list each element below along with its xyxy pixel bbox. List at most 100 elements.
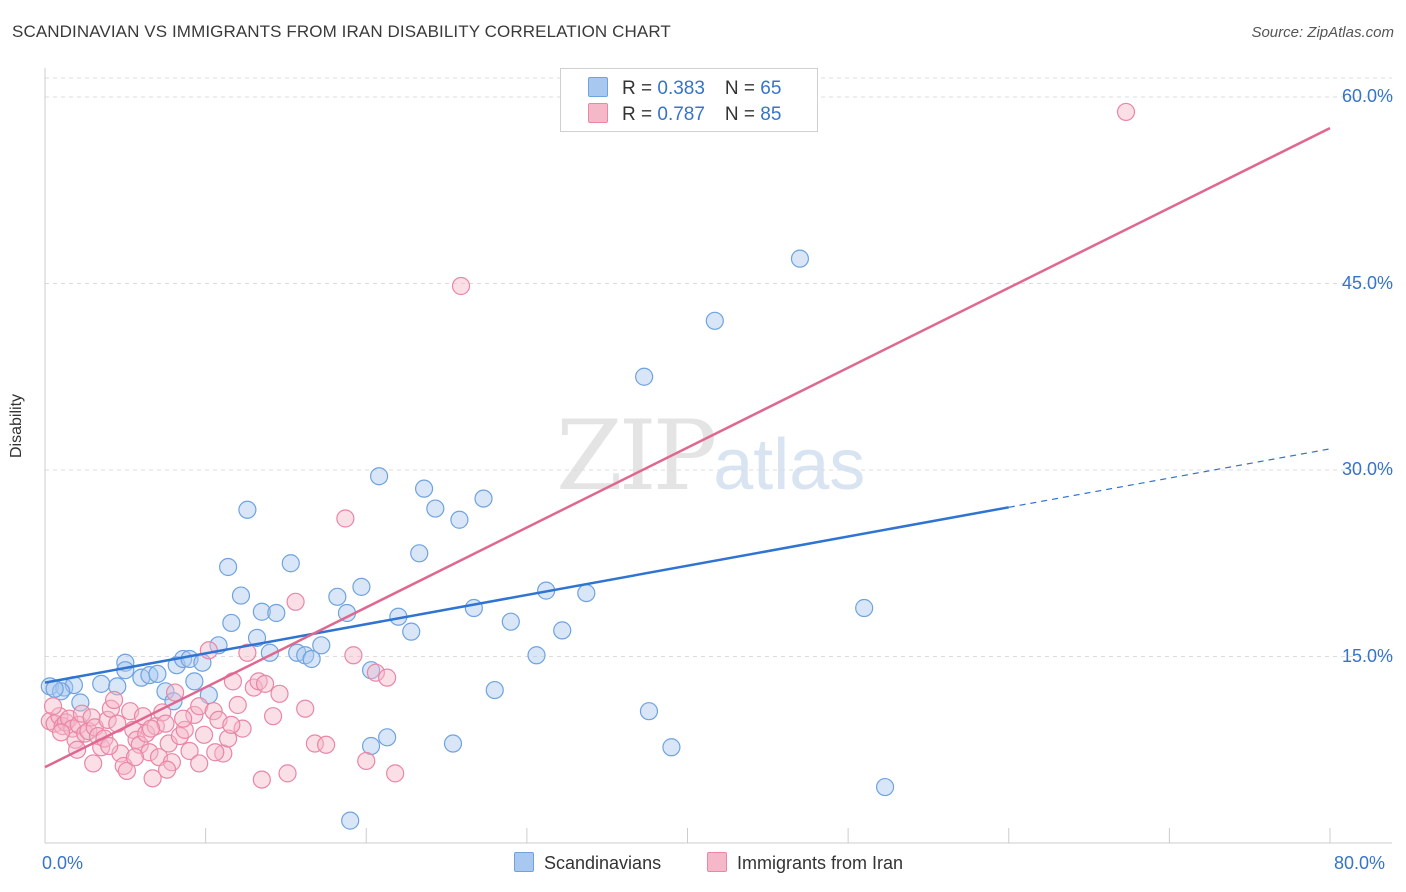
point-scandinavians [185, 672, 204, 691]
y-tick-label: 45.0% [1341, 272, 1393, 293]
point-iran [84, 754, 103, 773]
point-scandinavians [238, 500, 257, 519]
point-iran [100, 736, 119, 756]
legend-r-value: 0.383 [657, 78, 705, 99]
point-iran [357, 751, 376, 771]
point-scandinavians [450, 510, 469, 529]
point-scandinavians [312, 636, 331, 655]
y-tick-label: 15.0% [1341, 645, 1393, 666]
point-iran [378, 668, 397, 687]
point-iran [157, 760, 177, 779]
point-scandinavians [252, 602, 271, 621]
point-iran [263, 707, 283, 726]
point-scandinavians [219, 557, 238, 577]
point-iran [204, 702, 223, 721]
legend-row-scandinavians: R = 0.383 N = 65 [588, 77, 781, 101]
point-scandinavians [875, 777, 895, 797]
point-iran [366, 663, 385, 682]
point-iran [316, 735, 336, 754]
point-scandinavians [352, 577, 371, 596]
point-iran [199, 641, 218, 660]
point-scandinavians [577, 583, 596, 603]
point-scandinavians [855, 598, 874, 618]
point-scandinavians [426, 499, 445, 518]
point-scandinavians [281, 554, 300, 573]
point-iran [296, 699, 315, 718]
trend-lines [44, 126, 1331, 769]
point-iran [51, 723, 71, 742]
point-iran [117, 761, 137, 780]
bottom-legend-label: Scandinavians [544, 853, 662, 873]
legend-row-iran: R = 0.787 N = 85 [588, 103, 781, 127]
point-scandinavians [361, 661, 381, 680]
legend-r-label: R = [622, 78, 658, 99]
point-scandinavians [267, 603, 286, 623]
legend-n-value: 85 [760, 104, 782, 125]
legend: R = 0.383 N = 65 R = 0.787 N = 85 [560, 68, 818, 132]
point-iran [451, 276, 471, 296]
point-iran [98, 710, 117, 730]
point-scandinavians [378, 728, 397, 747]
series-iran-points [40, 102, 1136, 789]
point-scandinavians [410, 544, 429, 563]
point-iran [228, 695, 247, 715]
bottom-legend-scandinavians: Scandinavians [514, 852, 661, 874]
legend-swatch-scandinavians [588, 77, 608, 97]
bottom-legend-swatch-iran [707, 852, 727, 872]
watermark-atlas: atlas [713, 425, 866, 505]
trend-line-iran [44, 126, 1331, 769]
point-scandinavians [443, 734, 463, 753]
bottom-legend-iran: Immigrants from Iran [707, 852, 903, 874]
y-axis-title: Disability [8, 393, 25, 458]
bottom-legend-swatch-scandinavians [514, 852, 534, 872]
point-iran [206, 743, 225, 762]
point-iran [255, 674, 275, 693]
point-iran [190, 754, 209, 773]
point-iran [156, 714, 175, 733]
point-scandinavians [231, 586, 251, 605]
point-scandinavians [639, 702, 659, 721]
point-scandinavians [92, 674, 111, 693]
y-tick-label: 60.0% [1341, 86, 1393, 106]
point-scandinavians [302, 649, 321, 669]
point-iran [104, 690, 124, 710]
watermark: ZIPatlas [556, 400, 865, 512]
point-scandinavians [222, 613, 241, 633]
point-iran [180, 741, 199, 761]
point-iran [336, 509, 355, 528]
point-iran [270, 684, 289, 703]
legend-r-value: 0.787 [657, 104, 705, 125]
point-iran [170, 726, 190, 746]
point-iran [278, 764, 297, 783]
legend-n-value: 65 [760, 78, 782, 99]
point-iran [344, 646, 363, 665]
point-scandinavians [527, 646, 546, 665]
point-scandinavians [790, 249, 810, 268]
point-iran [125, 748, 145, 767]
point-iran [43, 697, 63, 716]
trend-line-scandinavians [44, 506, 1009, 684]
point-scandinavians [328, 587, 347, 606]
point-iran [143, 769, 162, 788]
point-scandinavians [464, 598, 483, 618]
point-iran [190, 697, 209, 716]
point-scandinavians [402, 622, 421, 641]
legend-r-label: R = [622, 104, 658, 125]
point-iran [386, 764, 405, 783]
point-iran [72, 704, 92, 723]
point-scandinavians [485, 680, 504, 700]
point-iran [286, 592, 305, 611]
point-iran [219, 729, 238, 748]
point-scandinavians [501, 612, 520, 631]
point-iran [174, 709, 193, 728]
point-iran [68, 740, 87, 759]
y-tick-label: 30.0% [1341, 459, 1393, 479]
x-tick-label-min: 0.0% [42, 853, 84, 873]
point-iran [238, 643, 257, 662]
source-label: Source: ZipAtlas.com [1251, 24, 1394, 41]
point-scandinavians [370, 467, 389, 486]
bottom-legend-label: Immigrants from Iran [737, 853, 904, 873]
grid-lines [45, 77, 1392, 657]
legend-swatch-iran [588, 103, 608, 123]
